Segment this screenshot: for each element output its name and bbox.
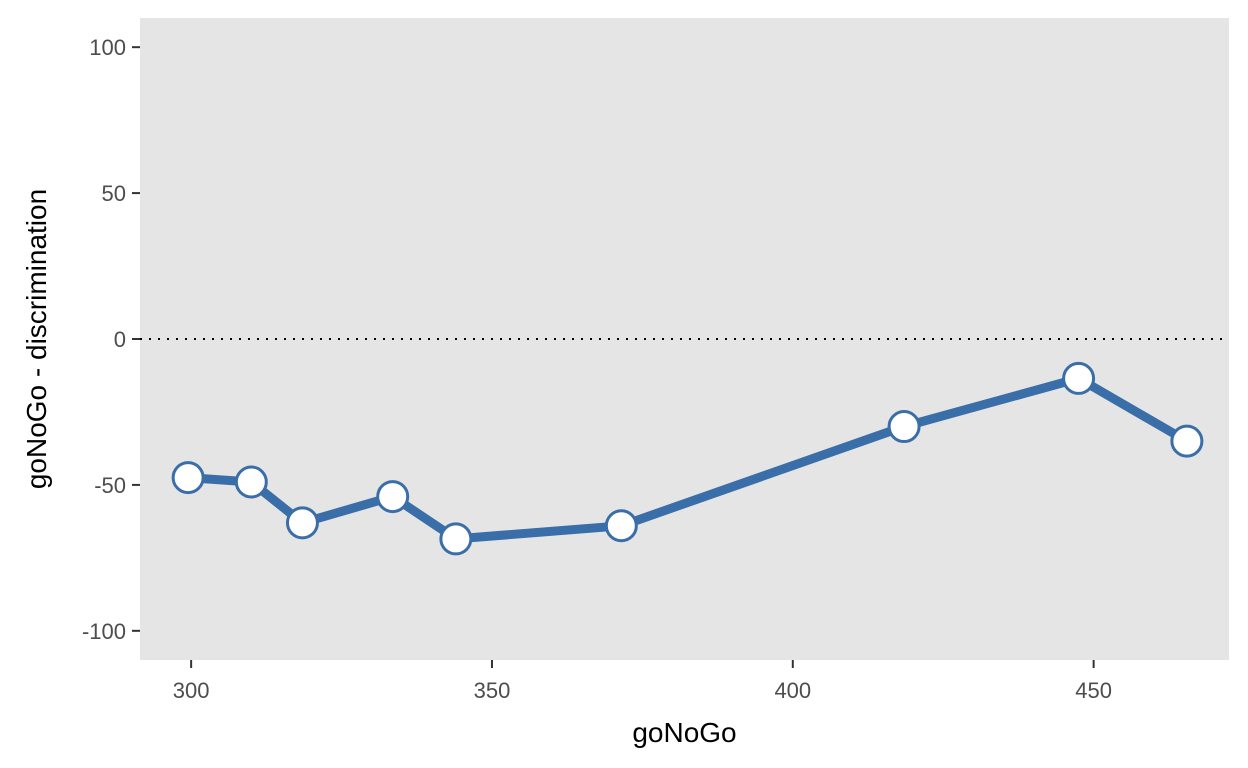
data-point: [285, 506, 319, 540]
y-tick-label: 50: [102, 181, 126, 206]
data-point: [887, 410, 921, 444]
y-tick-label: 100: [89, 35, 126, 60]
x-tick-label: 450: [1075, 678, 1112, 703]
y-tick-label: 0: [114, 327, 126, 352]
data-point: [1062, 361, 1096, 395]
data-point: [439, 522, 473, 556]
y-axis: 100 50 0 -50 -100: [82, 35, 140, 644]
y-tick-label: -50: [94, 473, 126, 498]
data-point: [604, 509, 638, 543]
x-tick-label: 400: [774, 678, 811, 703]
x-tick-label: 300: [173, 678, 210, 703]
x-axis: 300 350 400 450: [173, 660, 1112, 703]
data-point: [376, 480, 410, 514]
series-layer: [171, 361, 1204, 556]
y-tick-label: -100: [82, 619, 126, 644]
data-point: [171, 461, 205, 495]
data-point: [1170, 424, 1204, 458]
y-axis-title: goNoGo - discrimination: [21, 189, 52, 489]
data-point: [234, 465, 268, 499]
x-tick-label: 350: [474, 678, 511, 703]
x-axis-title: goNoGo: [632, 717, 736, 748]
